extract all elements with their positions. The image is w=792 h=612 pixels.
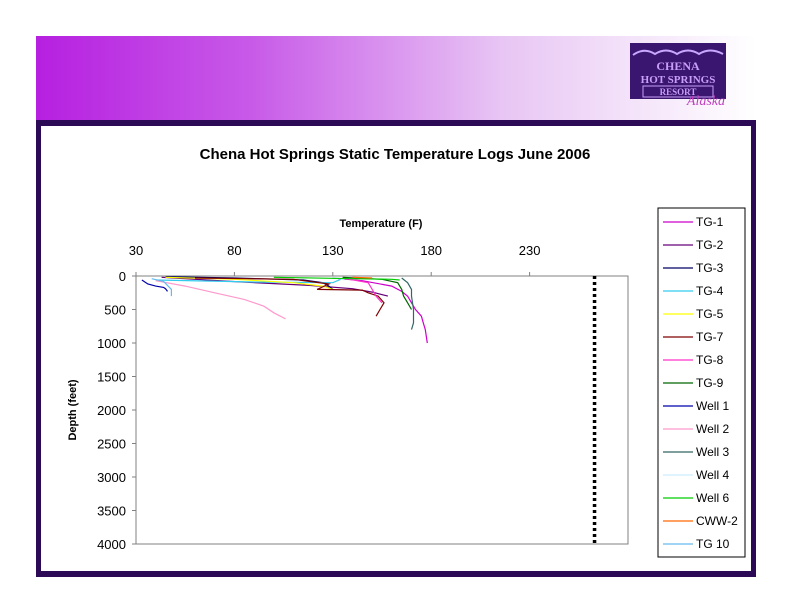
legend-label: TG-8	[696, 353, 724, 367]
y-tick-label: 2000	[97, 403, 126, 418]
logo-line-resort: RESORT	[660, 87, 697, 97]
legend-label: TG-2	[696, 238, 724, 252]
y-tick-label: 1500	[97, 370, 126, 385]
plot-area	[135, 275, 629, 545]
y-axis-label: Depth (feet)	[67, 379, 79, 440]
legend-label: TG 10	[696, 537, 730, 551]
series-line-tg-10	[151, 278, 172, 297]
y-tick-label: 3000	[97, 470, 126, 485]
chart-panel: Chena Hot Springs Static Temperature Log…	[41, 126, 751, 571]
y-tick-label: 0	[119, 269, 126, 284]
legend-label: Well 1	[696, 399, 729, 413]
y-tick-label: 2500	[97, 437, 126, 452]
logo-line-hot-springs: HOT SPRINGS	[641, 74, 716, 86]
y-tick-label: 4000	[97, 537, 126, 552]
series-line-tg-8	[342, 277, 383, 304]
y-tick-label: 1000	[97, 336, 126, 351]
series-line-well-1	[141, 279, 168, 292]
x-tick-label: 30	[129, 243, 143, 258]
resort-logo: CHENA HOT SPRINGS RESORT Alaska	[630, 43, 726, 106]
logo-line-chena: CHENA	[656, 59, 700, 73]
legend-label: CWW-2	[696, 514, 738, 528]
series-line-well-2	[155, 280, 286, 320]
series-line-cww-2	[352, 276, 373, 279]
series-line-well-6	[273, 276, 400, 281]
x-tick-label: 180	[420, 243, 442, 258]
x-tick-label: 230	[519, 243, 541, 258]
legend-label: Well 4	[696, 468, 729, 482]
legend-label: TG-5	[696, 307, 724, 321]
x-tick-label: 130	[322, 243, 344, 258]
series-line-tg-7	[194, 277, 385, 317]
logo-script-alaska: Alaska	[686, 94, 725, 106]
legend-label: Well 6	[696, 491, 729, 505]
series-line-well-3	[401, 277, 415, 330]
chart-title: Chena Hot Springs Static Temperature Log…	[200, 146, 591, 163]
legend-label: Well 3	[696, 445, 729, 459]
legend-label: Well 2	[696, 422, 729, 436]
x-tick-label: 80	[227, 243, 241, 258]
x-axis-label: Temperature (F)	[340, 218, 423, 230]
legend-label: TG-9	[696, 376, 724, 390]
legend-label: TG-4	[696, 284, 724, 298]
legend-label: TG-7	[696, 330, 724, 344]
legend-label: TG-1	[696, 215, 724, 229]
y-tick-label: 500	[104, 303, 126, 318]
legend-label: TG-3	[696, 261, 724, 275]
y-tick-label: 3500	[97, 504, 126, 519]
temperature-chart: Chena Hot Springs Static Temperature Log…	[67, 146, 746, 558]
